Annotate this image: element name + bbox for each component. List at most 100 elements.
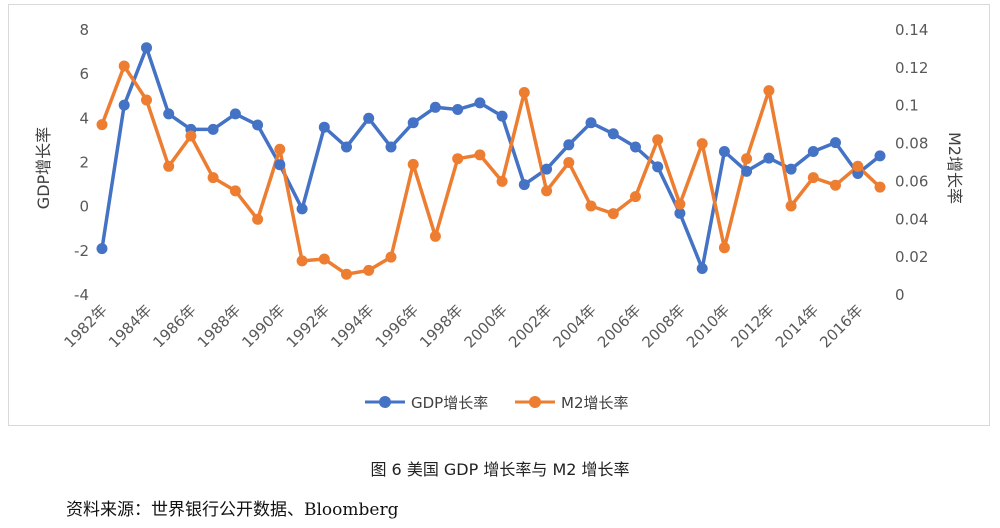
m2-point — [696, 138, 708, 150]
m2-point — [207, 172, 219, 184]
x-tick-label: 2000年 — [461, 301, 511, 351]
m2-point — [318, 253, 330, 265]
gdp-point — [585, 117, 597, 129]
right-tick-label: 0.02 — [895, 248, 928, 266]
m2-point — [118, 60, 130, 72]
m2-point — [674, 198, 686, 210]
right-tick-label: 0.12 — [895, 59, 928, 77]
gdp-point — [163, 108, 175, 120]
x-tick-label: 1986年 — [149, 301, 199, 351]
legend-label-gdp: GDP增长率 — [411, 394, 488, 412]
m2-point — [185, 130, 197, 142]
gdp-point — [541, 163, 553, 175]
gdp-point — [274, 159, 286, 171]
m2-point — [407, 158, 419, 170]
m2-point — [229, 185, 241, 197]
left-tick-label: 0 — [79, 198, 89, 216]
left-tick-label: 2 — [79, 154, 89, 172]
series-lines — [100, 45, 882, 276]
series-points — [96, 42, 886, 280]
gdp-point — [652, 161, 664, 173]
m2-point — [141, 94, 152, 106]
x-tick-label: 1992年 — [283, 301, 333, 351]
m2-point — [718, 242, 730, 254]
m2-point — [252, 213, 264, 225]
right-axis-title: M2增长率 — [945, 132, 964, 204]
x-tick-label: 2016年 — [816, 301, 866, 351]
m2-point — [763, 85, 775, 97]
x-tick-label: 1988年 — [194, 301, 244, 351]
gdp-point — [763, 152, 775, 164]
gdp-point — [741, 165, 753, 177]
gdp-point — [807, 146, 819, 157]
legend-label-m2: M2增长率 — [561, 394, 629, 412]
m2-point — [163, 160, 175, 172]
gdp-point — [696, 263, 708, 274]
gdp-point — [296, 203, 308, 215]
x-tick-label: 2012年 — [727, 301, 777, 351]
gdp-point — [96, 243, 108, 255]
left-tick-label: 6 — [79, 65, 89, 83]
m2-series-line — [100, 64, 882, 276]
m2-point — [563, 157, 575, 168]
right-tick-label: 0.08 — [895, 135, 928, 153]
gdp-point — [496, 110, 508, 122]
gdp-point — [563, 139, 575, 151]
m2-point — [296, 255, 308, 267]
left-axis-ticks: -4 -2 0 2 4 6 8 — [74, 21, 89, 304]
gdp-point — [452, 104, 464, 115]
x-tick-label: 2008年 — [638, 301, 688, 351]
m2-point — [452, 153, 464, 165]
left-tick-label: 8 — [79, 21, 89, 39]
legend-marker-gdp — [379, 396, 391, 408]
chart-frame: -4 -2 0 2 4 6 8 0 0.02 0.04 0.06 0.08 0.1 0.12 0.14 1… — [8, 4, 990, 426]
x-tick-label: 1990年 — [238, 301, 288, 351]
m2-point — [741, 153, 753, 165]
gdp-point — [674, 207, 686, 219]
legend-marker-m2 — [529, 396, 541, 408]
m2-point — [585, 200, 597, 212]
x-tick-label: 2002年 — [505, 301, 555, 351]
x-axis-ticks: 1982年1984年1986年1988年1990年1992年1994年1996年… — [60, 301, 866, 351]
m2-point — [385, 251, 397, 263]
gdp-point — [385, 141, 397, 153]
left-axis-title: GDP增长率 — [34, 127, 53, 209]
legend: GDP增长率 M2增长率 — [365, 394, 629, 412]
gdp-point — [429, 101, 441, 113]
m2-point — [652, 134, 664, 146]
gdp-point — [874, 150, 886, 162]
gdp-point — [252, 119, 264, 131]
m2-point — [874, 181, 886, 193]
x-tick-label: 2010年 — [683, 301, 733, 351]
m2-point — [274, 143, 286, 155]
right-tick-label: 0.06 — [895, 172, 928, 190]
m2-point — [474, 149, 486, 161]
m2-point — [807, 172, 819, 184]
gdp-point — [474, 97, 486, 109]
gdp-point — [718, 146, 730, 157]
gdp-point — [407, 117, 419, 129]
gdp-point — [118, 99, 130, 111]
m2-point — [96, 119, 108, 131]
x-tick-label: 1994年 — [327, 301, 377, 351]
right-tick-label: 0.14 — [895, 21, 928, 39]
m2-point — [830, 179, 841, 191]
x-tick-label: 1998年 — [416, 301, 466, 351]
gdp-point — [607, 128, 619, 140]
gdp-series-line — [100, 45, 882, 271]
gdp-point — [830, 137, 841, 149]
line-chart: -4 -2 0 2 4 6 8 0 0.02 0.04 0.06 0.08 0.1 0.12 0.14 1… — [34, 21, 964, 412]
gdp-point — [518, 179, 530, 191]
m2-point — [852, 160, 864, 172]
left-tick-label: 4 — [79, 109, 89, 127]
gdp-point — [141, 42, 152, 54]
left-tick-label: -2 — [74, 242, 89, 260]
x-tick-label: 2004年 — [550, 301, 600, 351]
right-tick-label: 0.1 — [895, 97, 919, 115]
left-tick-label: -4 — [74, 286, 89, 304]
gdp-point — [785, 163, 797, 175]
m2-point — [785, 200, 797, 212]
right-tick-label: 0 — [895, 286, 905, 304]
right-tick-label: 0.04 — [895, 210, 928, 228]
right-axis-ticks: 0 0.02 0.04 0.06 0.08 0.1 0.12 0.14 — [895, 21, 928, 304]
